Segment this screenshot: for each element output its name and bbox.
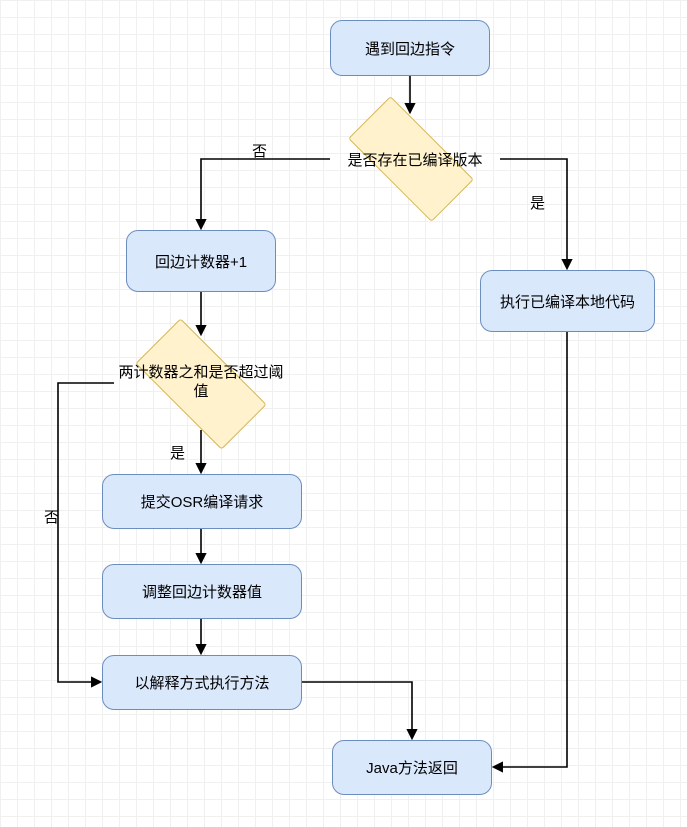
edge-label-no2: 否 bbox=[44, 506, 59, 527]
edge-d2-no-to-interpret bbox=[58, 383, 114, 682]
adjust-counter-label: 调整回边计数器值 bbox=[142, 581, 262, 602]
decision-compiled-label: 是否存在已编译版本 bbox=[347, 149, 482, 170]
node-java-return: Java方法返回 bbox=[332, 740, 492, 795]
edge-interpret-to-return bbox=[302, 682, 412, 738]
flowchart-canvas: 遇到回边指令 是否存在已编译版本 回边计数器+1 执行已编译本地代码 两计数器之… bbox=[0, 0, 687, 827]
node-interpret: 以解释方式执行方法 bbox=[102, 655, 302, 710]
node-adjust-counter: 调整回边计数器值 bbox=[102, 564, 302, 619]
java-return-label: Java方法返回 bbox=[366, 757, 458, 778]
edge-label-yes2: 是 bbox=[170, 442, 185, 463]
exec-native-label: 执行已编译本地代码 bbox=[500, 291, 635, 312]
node-start: 遇到回边指令 bbox=[330, 20, 490, 76]
decision-threshold-label: 两计数器之和是否超过阈值 bbox=[118, 364, 284, 402]
node-submit-osr: 提交OSR编译请求 bbox=[102, 474, 302, 529]
edge-d1-yes-to-exec bbox=[500, 159, 567, 268]
edge-d1-no-to-inc bbox=[201, 159, 330, 228]
interpret-label: 以解释方式执行方法 bbox=[134, 672, 269, 693]
edge-exec-to-return bbox=[494, 332, 567, 767]
edge-label-yes1: 是 bbox=[530, 192, 545, 213]
inc-counter-label: 回边计数器+1 bbox=[155, 251, 247, 272]
node-decision-compiled-text: 是否存在已编译版本 bbox=[330, 116, 500, 202]
node-exec-native: 执行已编译本地代码 bbox=[480, 270, 655, 332]
node-decision-threshold-text: 两计数器之和是否超过阈值 bbox=[114, 336, 288, 430]
node-start-label: 遇到回边指令 bbox=[365, 38, 455, 59]
submit-osr-label: 提交OSR编译请求 bbox=[141, 491, 264, 512]
node-inc-counter: 回边计数器+1 bbox=[126, 230, 276, 292]
edge-label-no1: 否 bbox=[252, 140, 267, 161]
